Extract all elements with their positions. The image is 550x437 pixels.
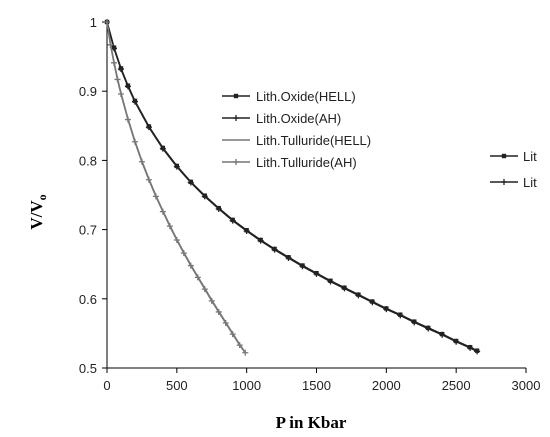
data-point xyxy=(467,344,474,351)
partial-legend-marker xyxy=(501,153,507,159)
y-axis-title: V/Vo xyxy=(27,194,49,229)
y-tick-label: 0.5 xyxy=(79,361,97,376)
y-tick-label: 1 xyxy=(90,15,97,30)
partial-legend: Lit Lit xyxy=(490,149,537,190)
partial-legend-label: Lit xyxy=(523,175,537,190)
plot-series xyxy=(104,19,481,356)
x-ticks: 0 500 1000 1500 2000 2500 3000 xyxy=(103,368,540,393)
data-point xyxy=(180,250,187,257)
data-point xyxy=(124,116,131,123)
series-2 xyxy=(104,19,481,355)
x-tick-label: 2000 xyxy=(372,378,401,393)
data-point xyxy=(145,176,152,183)
y-axis-title-sub: o xyxy=(35,194,49,200)
y-tick-label: 0.9 xyxy=(79,84,97,99)
data-point xyxy=(124,83,131,90)
data-point xyxy=(194,274,201,281)
legend-marker xyxy=(233,159,239,165)
data-point xyxy=(439,331,446,338)
data-point xyxy=(215,308,222,315)
data-point xyxy=(229,331,236,338)
y-ticks: 0.5 0.6 0.7 0.8 0.9 1 xyxy=(79,15,107,376)
data-point xyxy=(159,208,166,215)
axes xyxy=(106,22,526,369)
data-point xyxy=(474,348,481,355)
data-point xyxy=(131,138,138,145)
data-point xyxy=(229,217,236,224)
data-point xyxy=(411,319,418,326)
data-point xyxy=(152,193,159,200)
data-point xyxy=(299,263,306,270)
data-point xyxy=(173,163,180,170)
data-point xyxy=(313,270,320,277)
series-line xyxy=(106,21,245,352)
data-point xyxy=(355,292,362,299)
data-point xyxy=(242,349,249,356)
data-point xyxy=(341,285,348,292)
partial-legend-label: Lit xyxy=(523,149,537,164)
data-point xyxy=(208,297,215,304)
x-tick-label: 0 xyxy=(103,378,110,393)
x-axis-title: P in Kbar xyxy=(276,413,347,432)
data-point xyxy=(285,254,292,261)
data-point xyxy=(114,76,121,83)
x-tick-label: 500 xyxy=(166,378,188,393)
legend-label: Lith.Tulluride(AH) xyxy=(256,155,357,170)
x-tick-label: 1500 xyxy=(302,378,331,393)
data-point xyxy=(222,320,229,327)
data-point xyxy=(201,193,208,200)
data-point xyxy=(383,306,390,313)
data-point xyxy=(173,236,180,243)
legend-marker xyxy=(233,93,239,99)
data-point xyxy=(257,237,264,244)
data-point xyxy=(453,338,460,345)
series-line xyxy=(106,21,478,352)
data-point xyxy=(397,312,404,319)
series-1 xyxy=(104,19,480,353)
data-point xyxy=(236,342,243,349)
x-tick-label: 2500 xyxy=(442,378,471,393)
series-4 xyxy=(104,19,249,356)
legend-label: Lith.Oxide(AH) xyxy=(256,111,341,126)
x-tick-label: 3000 xyxy=(512,378,541,393)
series-line xyxy=(106,21,478,353)
y-tick-label: 0.8 xyxy=(79,153,97,168)
data-point xyxy=(159,145,166,152)
legend-label: Lith.Tulluride(HELL) xyxy=(256,133,371,148)
partial-legend-marker xyxy=(501,179,507,185)
data-point xyxy=(243,227,250,234)
data-point xyxy=(369,299,376,306)
data-point xyxy=(110,59,117,66)
data-point xyxy=(117,66,124,73)
data-point xyxy=(271,246,278,253)
y-tick-label: 0.7 xyxy=(79,223,97,238)
data-point xyxy=(117,90,124,97)
data-point xyxy=(215,205,222,212)
data-point xyxy=(201,286,208,293)
y-tick-label: 0.6 xyxy=(79,292,97,307)
x-tick-label: 1000 xyxy=(232,378,261,393)
data-point xyxy=(187,179,194,186)
data-point xyxy=(166,223,173,230)
data-point xyxy=(107,41,114,48)
series-3 xyxy=(106,21,245,352)
legend-label: Lith.Oxide(HELL) xyxy=(256,89,356,104)
svg-text:V/Vo: V/Vo xyxy=(27,194,49,229)
data-point xyxy=(138,158,145,165)
data-point xyxy=(104,19,110,25)
data-point xyxy=(425,325,432,332)
data-point xyxy=(327,278,334,285)
series-line xyxy=(106,21,246,354)
y-axis-title-main: V/V xyxy=(27,200,46,230)
data-point xyxy=(145,124,152,131)
legend: Lith.Oxide(HELL) Lith.Oxide(AH) Lith.Tullu… xyxy=(222,89,371,170)
data-point xyxy=(187,262,194,269)
legend-marker xyxy=(233,115,239,121)
data-point xyxy=(131,98,138,105)
